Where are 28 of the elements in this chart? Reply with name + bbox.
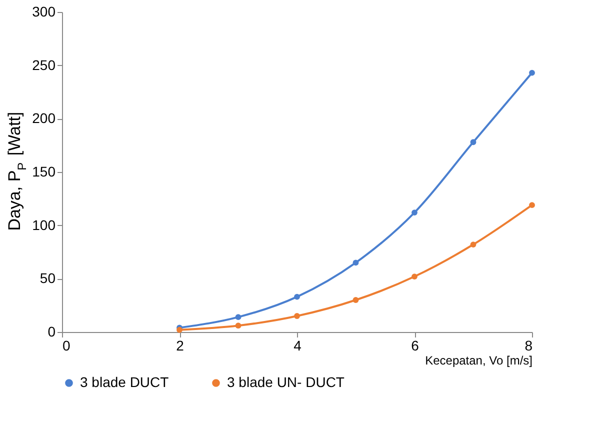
point	[529, 70, 535, 76]
x-tick-label: 4	[294, 338, 302, 354]
y-axis-title: Daya, PP [Watt]	[5, 112, 29, 231]
x-tick-label: 8	[524, 338, 533, 354]
x-tick-label: 0	[62, 338, 70, 354]
point	[412, 210, 418, 216]
y-tick-label: 0	[48, 324, 56, 340]
y-tick-label: 50	[40, 270, 56, 286]
x-tick-label: 6	[411, 338, 420, 354]
legend-label: 3 blade DUCT	[80, 374, 170, 390]
point	[294, 294, 300, 300]
point	[470, 242, 476, 248]
point	[352, 297, 359, 303]
point	[294, 313, 300, 319]
point	[529, 202, 535, 208]
point	[352, 260, 359, 266]
y-tick-label: 300	[32, 4, 56, 20]
point	[235, 322, 242, 329]
x-tick-label: 2	[176, 338, 184, 354]
x-axis-title: Kecepatan, Vo [m/s]	[425, 354, 532, 368]
point	[412, 274, 418, 280]
y-tick-label: 150	[32, 164, 56, 180]
y-tick-label: 250	[32, 56, 56, 73]
y-tick-label: 100	[32, 216, 56, 233]
legend-label: 3 blade UN- DUCT	[227, 374, 345, 390]
y-tick-label: 200	[32, 110, 56, 126]
point	[470, 139, 476, 146]
point	[235, 314, 242, 320]
